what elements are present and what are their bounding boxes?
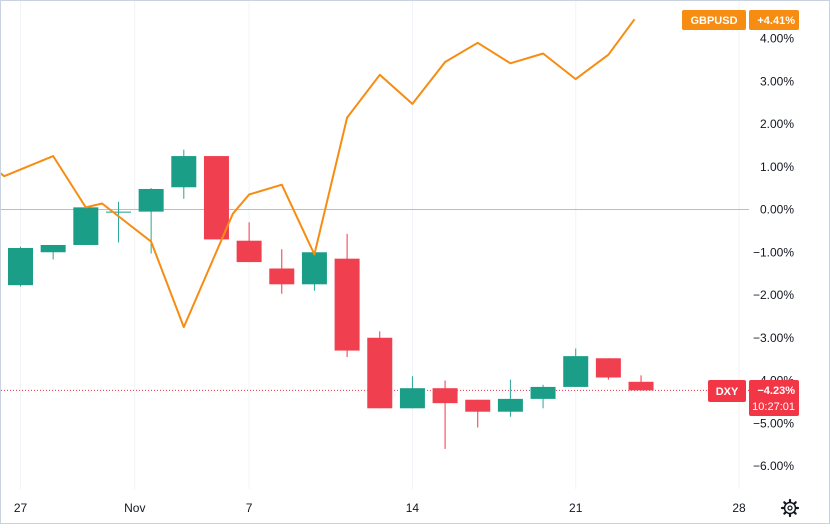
candle-body <box>236 240 262 263</box>
gbpusd-line <box>0 18 636 329</box>
candle-body <box>203 156 229 240</box>
x-tick-label: 28 <box>732 501 746 515</box>
candle-body <box>8 247 33 286</box>
gbpusd-value-badge <box>749 10 799 30</box>
candle <box>399 376 425 409</box>
candle-body <box>399 388 425 409</box>
candle-body <box>497 398 523 412</box>
gbpusd-series-line <box>0 18 636 329</box>
candle <box>497 379 523 417</box>
candle-body <box>334 258 360 351</box>
candle <box>367 331 393 409</box>
y-tick-label: 0.00% <box>760 203 794 217</box>
y-tick-label: −1.00% <box>753 245 794 259</box>
series-labels: GBPUSD +4.41% DXY −4.23% 10:27:01 <box>682 10 799 416</box>
y-tick-label: 1.00% <box>760 160 794 174</box>
gbpusd-name-badge <box>682 10 746 30</box>
candle-body <box>367 337 393 409</box>
candle-body <box>73 207 99 245</box>
candle <box>269 249 295 294</box>
candle-body <box>40 244 66 253</box>
y-tick-label: −2.00% <box>753 288 794 302</box>
gbpusd-value-label: +4.41% <box>757 15 795 27</box>
dxy-value-badge <box>749 380 799 416</box>
candle <box>73 207 99 245</box>
dxy-candles <box>8 149 654 449</box>
y-tick-label: −6.00% <box>753 459 794 473</box>
candle-body <box>595 358 621 378</box>
candle-body <box>628 381 654 391</box>
dxy-name-label: DXY <box>716 386 739 398</box>
candle <box>203 156 229 240</box>
x-axis[interactable]: 27 Nov 7 14 21 28 <box>14 501 746 515</box>
x-tick-label: 21 <box>569 501 583 515</box>
candle-body <box>432 388 458 404</box>
candle <box>105 201 131 243</box>
x-tick-label: 27 <box>14 501 28 515</box>
candle <box>301 252 327 291</box>
candle <box>236 222 262 263</box>
y-tick-label: 3.00% <box>760 74 794 88</box>
candle-body <box>105 211 131 213</box>
candle-body <box>138 188 164 212</box>
x-tick-label: Nov <box>124 501 145 515</box>
candle <box>334 233 360 357</box>
x-tick-label: 7 <box>246 501 253 515</box>
dxy-name-badge <box>708 380 746 402</box>
candle <box>628 375 654 391</box>
gear-hub <box>787 505 793 511</box>
candle <box>8 246 33 287</box>
candle <box>595 358 621 380</box>
candle <box>530 384 556 409</box>
x-tick-label: 14 <box>406 501 420 515</box>
candle <box>563 348 589 387</box>
y-tick-label: 4.00% <box>760 32 794 46</box>
candle <box>465 399 491 428</box>
candle <box>432 380 458 449</box>
candle <box>171 149 197 199</box>
candle <box>40 244 66 260</box>
y-tick-label: −5.00% <box>753 416 794 430</box>
dxy-value-label: −4.23% <box>757 385 795 397</box>
candle-body <box>301 252 327 285</box>
candle-body <box>269 268 295 285</box>
candle-body <box>465 399 491 412</box>
candle-body <box>171 156 197 188</box>
candle-body <box>563 356 589 387</box>
candle-body <box>530 386 556 399</box>
gear-icon[interactable] <box>780 498 800 518</box>
y-tick-label: 2.00% <box>760 117 794 131</box>
gbpusd-name-label: GBPUSD <box>690 15 737 27</box>
y-tick-label: −3.00% <box>753 331 794 345</box>
dxy-countdown-label: 10:27:01 <box>752 401 795 413</box>
